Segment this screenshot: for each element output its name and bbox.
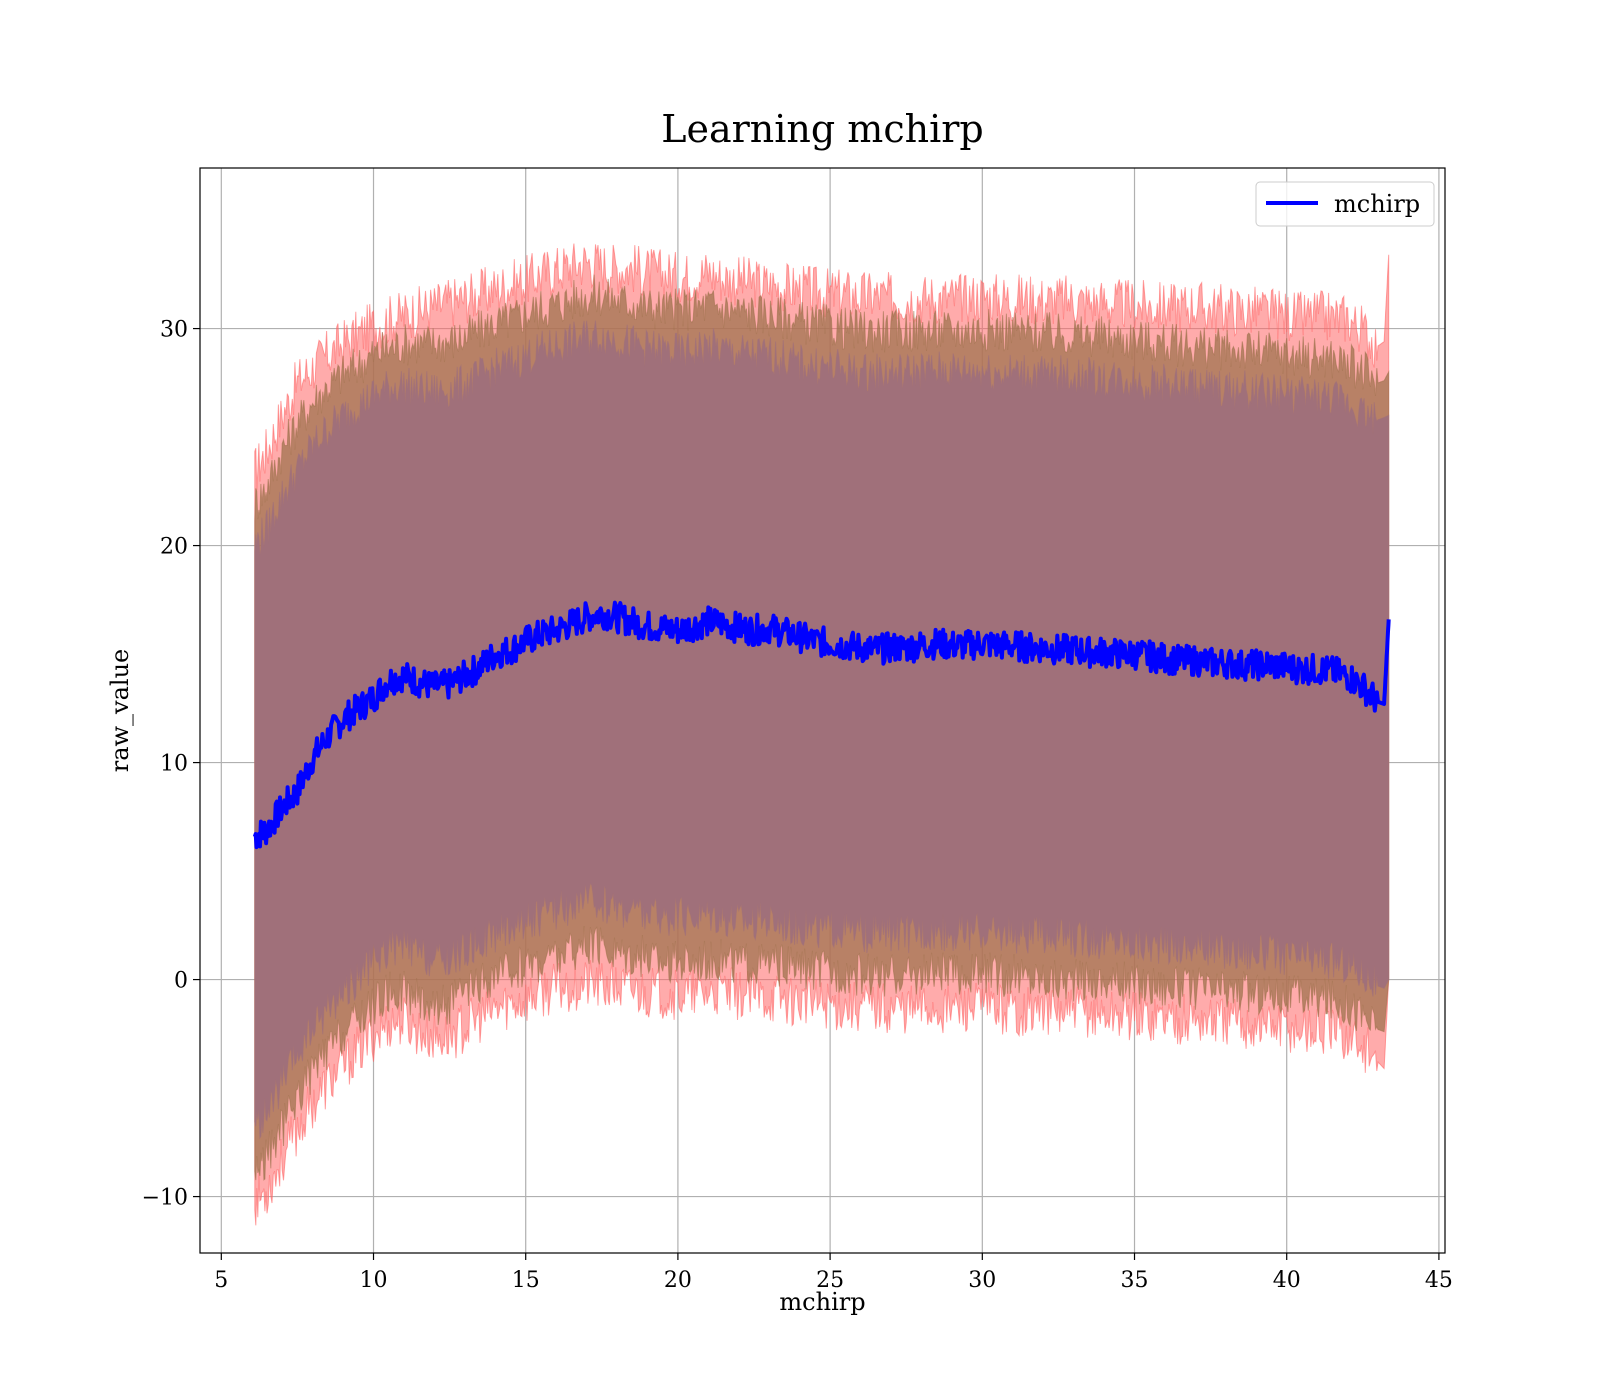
x-axis-label: mchirp (779, 1288, 865, 1316)
x-tick-label: 35 (1121, 1268, 1149, 1293)
x-tick-label: 45 (1425, 1268, 1453, 1293)
x-tick-label: 5 (214, 1268, 228, 1293)
x-tick-label: 15 (512, 1268, 540, 1293)
chart-title: Learning mchirp (661, 107, 983, 151)
series-line-mchirp (252, 600, 1391, 850)
legend-box (1255, 181, 1435, 227)
x-tick-label: 40 (1273, 1268, 1301, 1293)
plot-frame (199, 167, 1446, 1254)
y-tick-label: 0 (174, 969, 188, 994)
y-tick-label: 20 (160, 535, 188, 560)
band-inner (254, 320, 1390, 1140)
x-tick-label: 25 (816, 1268, 844, 1293)
confidence-bands (254, 243, 1390, 1226)
y-axis-label: raw_value (106, 649, 134, 773)
series-lines (252, 600, 1391, 850)
y-tick-label: 30 (160, 318, 188, 343)
x-tick-label: 30 (968, 1268, 996, 1293)
y-axis-ticks: −10 0 10 20 30 (142, 318, 200, 1211)
x-axis-ticks: 5 10 15 20 25 30 35 40 45 (214, 1253, 1453, 1293)
legend-label-mchirp: mchirp (1334, 190, 1420, 218)
x-tick-label: 20 (664, 1268, 692, 1293)
y-tick-label: −10 (142, 1186, 188, 1211)
legend: mchirp (1255, 181, 1435, 227)
y-tick-label: 10 (160, 752, 188, 777)
x-tick-label: 10 (360, 1268, 388, 1293)
